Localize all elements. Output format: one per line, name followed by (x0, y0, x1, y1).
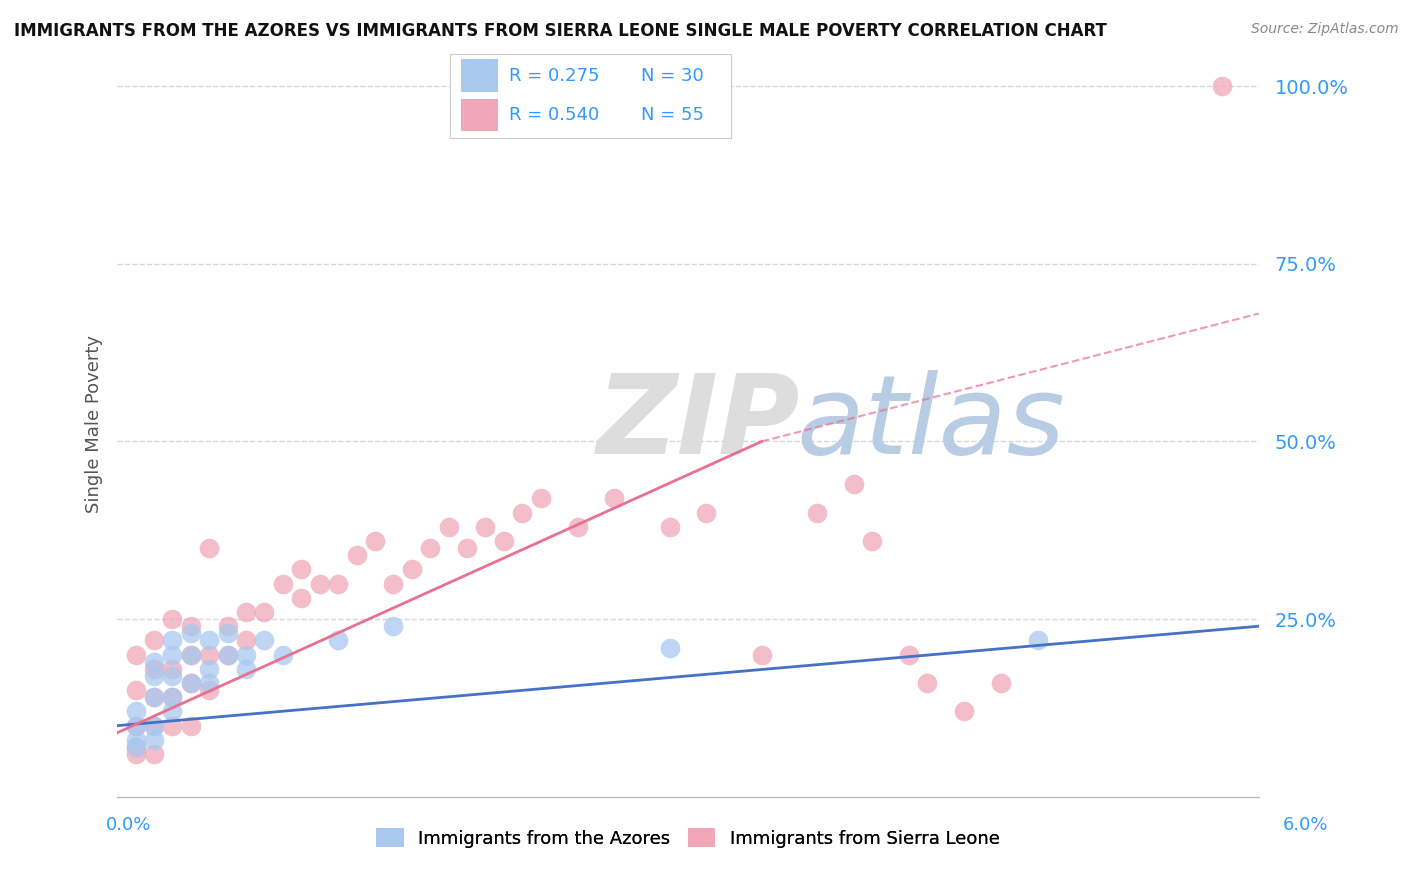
Point (990, 676, 1012, 690)
Point (217, 648, 239, 662)
Point (143, 655, 166, 669)
Point (953, 705, 976, 719)
Point (162, 705, 184, 719)
Text: N = 30: N = 30 (641, 67, 704, 85)
Point (162, 662, 184, 676)
FancyBboxPatch shape (461, 60, 498, 92)
Point (124, 719, 146, 733)
Point (917, 676, 939, 690)
Point (143, 719, 166, 733)
Point (492, 533, 515, 548)
Point (290, 562, 312, 576)
Point (271, 576, 294, 591)
Point (567, 519, 589, 533)
Point (235, 662, 257, 676)
Point (217, 619, 239, 633)
Text: atlas: atlas (796, 370, 1066, 477)
Text: R = 0.540: R = 0.540 (509, 106, 599, 124)
Point (806, 506, 828, 520)
Point (217, 648, 239, 662)
Point (143, 747, 166, 761)
Point (860, 533, 883, 548)
Point (162, 648, 184, 662)
Point (1026, 633, 1049, 648)
Point (180, 676, 202, 690)
Point (346, 548, 368, 562)
Text: 6.0%: 6.0% (1284, 816, 1329, 834)
Point (419, 541, 441, 555)
Point (1211, 79, 1233, 94)
Point (235, 605, 257, 619)
Point (603, 491, 626, 506)
Point (124, 747, 146, 761)
Point (198, 648, 221, 662)
Text: Source: ZipAtlas.com: Source: ZipAtlas.com (1251, 22, 1399, 37)
Point (198, 662, 221, 676)
Point (124, 739, 146, 754)
FancyBboxPatch shape (461, 99, 498, 131)
Point (253, 605, 276, 619)
Point (143, 669, 166, 683)
Y-axis label: Single Male Poverty: Single Male Poverty (86, 334, 103, 513)
Point (180, 719, 202, 733)
Point (180, 648, 202, 662)
Point (198, 683, 221, 698)
Point (198, 633, 221, 648)
Point (658, 640, 681, 655)
Point (143, 633, 166, 648)
Point (437, 519, 460, 533)
Point (124, 719, 146, 733)
Point (162, 633, 184, 648)
Point (180, 619, 202, 633)
Point (180, 626, 202, 640)
Point (162, 719, 184, 733)
Text: N = 55: N = 55 (641, 106, 704, 124)
Point (180, 676, 202, 690)
Point (842, 477, 865, 491)
Text: R = 0.275: R = 0.275 (509, 67, 599, 85)
Point (658, 519, 681, 533)
Point (510, 506, 533, 520)
Point (695, 506, 717, 520)
Point (162, 669, 184, 683)
Text: IMMIGRANTS FROM THE AZORES VS IMMIGRANTS FROM SIERRA LEONE SINGLE MALE POVERTY C: IMMIGRANTS FROM THE AZORES VS IMMIGRANTS… (14, 22, 1107, 40)
Point (382, 619, 405, 633)
Point (162, 690, 184, 705)
Point (456, 541, 478, 555)
Point (530, 491, 553, 506)
Point (180, 648, 202, 662)
Point (271, 648, 294, 662)
Point (290, 591, 312, 605)
Point (751, 648, 773, 662)
Point (308, 576, 330, 591)
Point (143, 719, 166, 733)
Point (162, 690, 184, 705)
Point (124, 705, 146, 719)
Point (124, 683, 146, 698)
Point (198, 676, 221, 690)
Point (235, 648, 257, 662)
Point (235, 633, 257, 648)
Point (382, 576, 405, 591)
Point (124, 732, 146, 747)
Point (198, 541, 221, 555)
Point (143, 690, 166, 705)
Point (217, 626, 239, 640)
Text: 0.0%: 0.0% (105, 816, 150, 834)
Point (124, 648, 146, 662)
Point (474, 519, 496, 533)
Point (162, 612, 184, 626)
Point (898, 648, 921, 662)
Point (143, 662, 166, 676)
Text: ZIP: ZIP (596, 370, 800, 477)
Point (124, 739, 146, 754)
Point (253, 633, 276, 648)
Point (143, 732, 166, 747)
Legend: Immigrants from the Azores, Immigrants from Sierra Leone: Immigrants from the Azores, Immigrants f… (370, 821, 1007, 855)
Point (143, 690, 166, 705)
Point (364, 533, 387, 548)
Point (401, 562, 423, 576)
Point (328, 576, 350, 591)
Point (328, 633, 350, 648)
